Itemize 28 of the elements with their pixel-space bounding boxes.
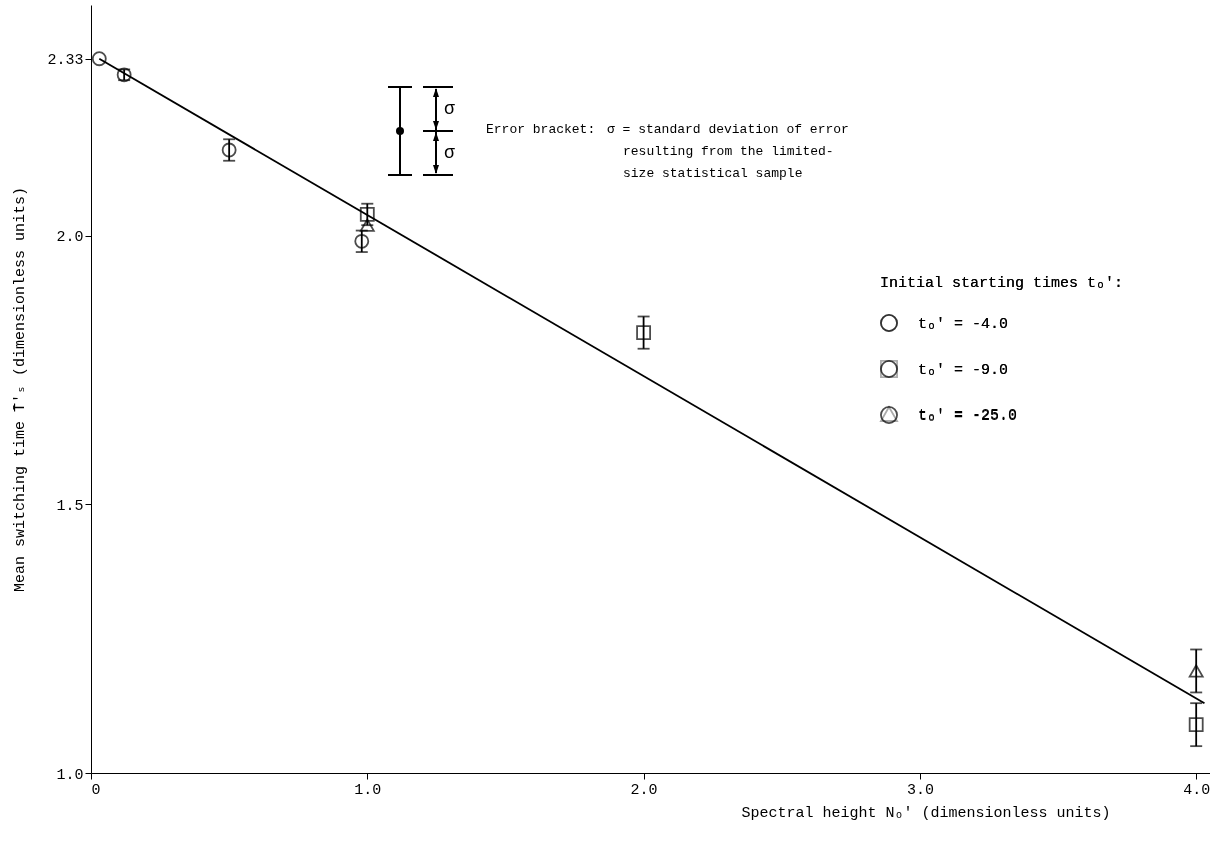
x-tick-label: 0 <box>91 781 101 799</box>
annotation: Error bracket: <box>486 121 596 139</box>
point <box>1188 717 1204 733</box>
y-axis-title: Mean switching time T̄'ₛ (dimensionless units) <box>12 186 30 593</box>
point <box>91 51 107 67</box>
annotation: σ = standard deviation of error resulting from the limited-size statistical sample <box>607 121 849 183</box>
point <box>359 207 375 222</box>
legend-label: tₒ' = -4.0 <box>918 316 1009 333</box>
y-tick-label: 2.33 <box>47 52 84 70</box>
legend-label: tₒ' = -9.0 <box>918 362 1009 379</box>
point <box>359 218 375 232</box>
y-tick-label: 1.5 <box>56 497 84 515</box>
annotation: σ <box>444 143 455 163</box>
x-tick-label: 3.0 <box>906 781 934 799</box>
x-tick-label: 4.0 <box>1183 781 1211 799</box>
y-tick-label: 2.0 <box>56 229 84 247</box>
x-axis-title: Spectral height Nₒ' (dimensionless units) <box>741 804 1111 822</box>
point <box>1188 664 1204 678</box>
point <box>354 233 370 249</box>
point <box>636 325 652 341</box>
legend-title: Initial starting times tₒ': <box>880 275 1124 292</box>
x-tick-label: 2.0 <box>630 781 658 799</box>
x-tick-label: 1.0 <box>354 781 382 799</box>
legend-label: tₒ' = -25.0 <box>918 408 1018 425</box>
bracket-diagram: σ σ <box>388 83 458 179</box>
y-tick-label: 1.0 <box>56 766 84 784</box>
point <box>221 142 237 158</box>
annotation: σ <box>444 99 455 119</box>
